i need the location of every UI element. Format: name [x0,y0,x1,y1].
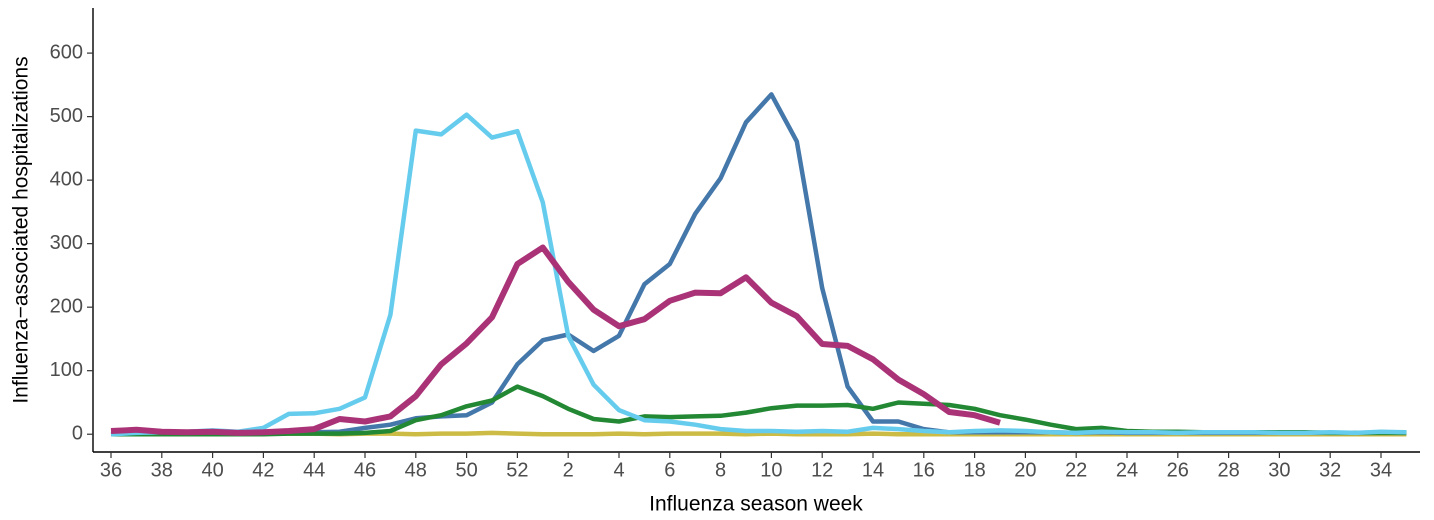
x-tick-label: 46 [354,459,376,481]
y-tick-label: 300 [50,232,83,254]
series-line [110,92,1407,437]
x-tick-label: 2 [563,459,574,481]
x-tick-label: 18 [963,459,985,481]
x-tick-label: 52 [506,459,528,481]
y-tick-label: 200 [50,295,83,317]
series-line [110,112,1407,437]
x-tick-label: 16 [913,459,935,481]
y-tick-label: 600 [50,41,83,63]
x-axis-title: Influenza season week [649,493,863,516]
x-tick-label: 40 [201,459,223,481]
x-tick-label: 26 [1167,459,1189,481]
y-tick-label: 400 [50,168,83,190]
x-tick-label: 12 [811,459,833,481]
x-tick-label: 24 [1116,459,1138,481]
x-tick-label: 32 [1319,459,1341,481]
x-tick-label: 50 [455,459,477,481]
x-tick-label: 8 [715,459,726,481]
x-tick-label: 4 [613,459,624,481]
x-tick-label: 10 [760,459,782,481]
x-tick-label: 22 [1065,459,1087,481]
x-tick-label: 44 [303,459,325,481]
x-tick-label: 28 [1217,459,1239,481]
x-tick-label: 42 [252,459,274,481]
x-tick-label: 20 [1014,459,1036,481]
series-line [110,244,1001,436]
y-axis-title: Influenza−associated hospitalizations [10,56,33,403]
x-tick-label: 36 [100,459,122,481]
x-tick-label: 30 [1268,459,1290,481]
y-tick-label: 100 [50,359,83,381]
x-tick-label: 38 [151,459,173,481]
x-tick-label: 6 [664,459,675,481]
x-tick-label: 48 [405,459,427,481]
x-tick-label: 34 [1370,459,1392,481]
y-tick-label: 0 [72,422,83,444]
y-tick-label: 500 [50,105,83,127]
x-tick-label: 14 [862,459,884,481]
